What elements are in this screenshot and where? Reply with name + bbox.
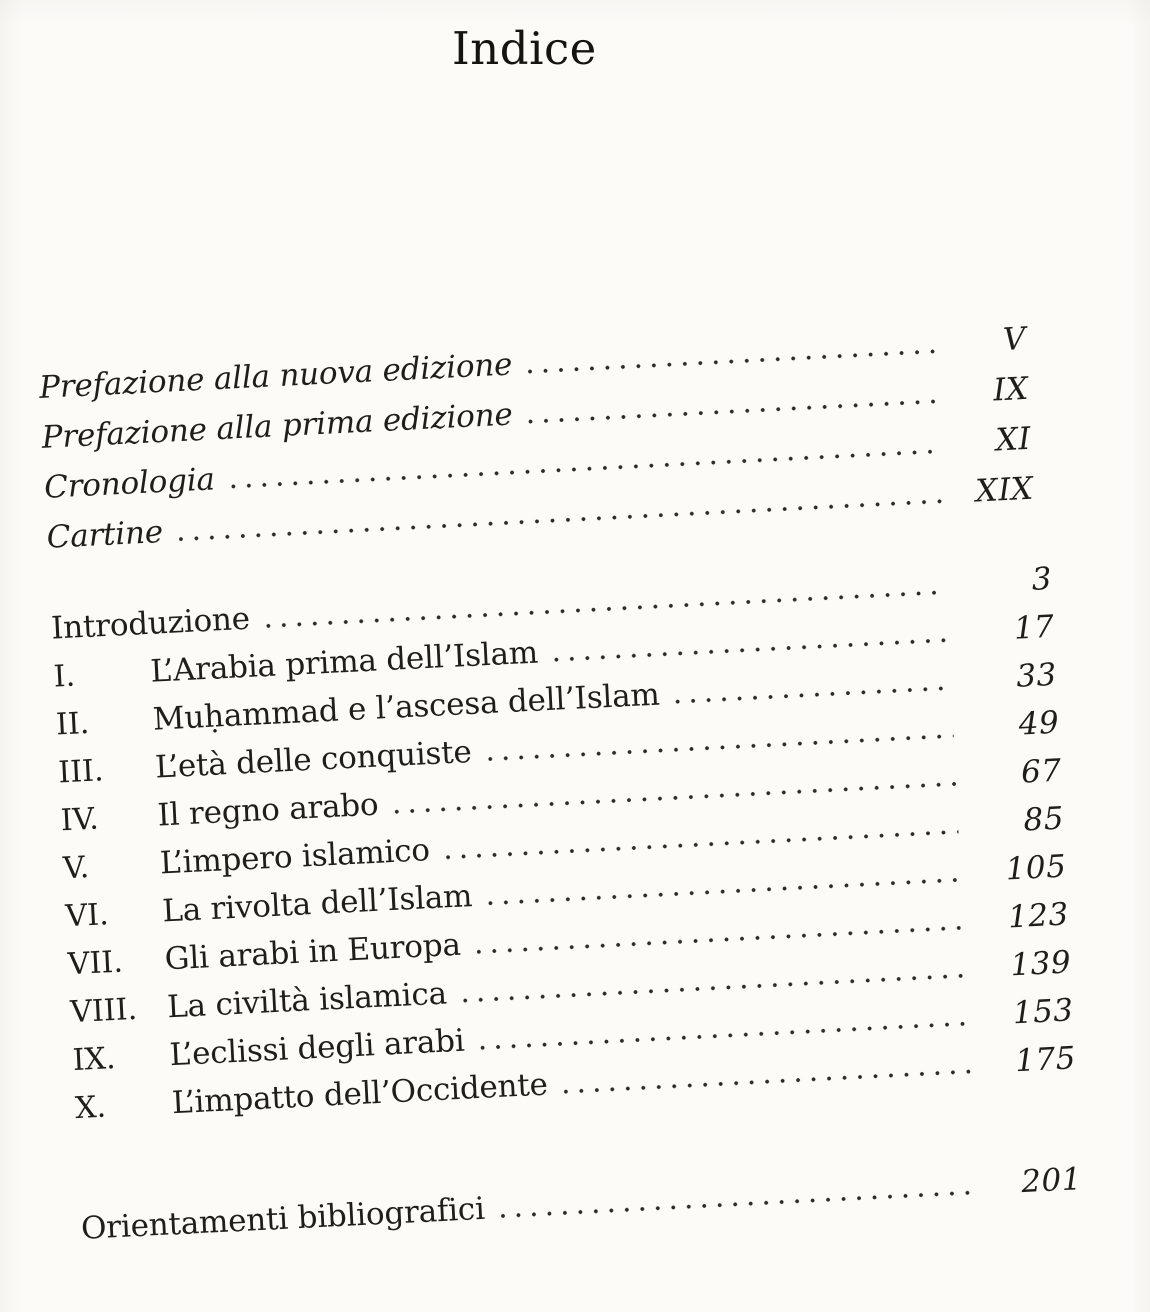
chapter-numeral: VII. bbox=[67, 944, 124, 983]
chapter-numeral: IV. bbox=[59, 801, 100, 839]
entry-page-number: 17 bbox=[1013, 608, 1056, 647]
entry-page-number: 105 bbox=[1004, 848, 1068, 888]
dot-leader bbox=[500, 1190, 977, 1219]
entry-page-number: 33 bbox=[1015, 656, 1058, 695]
chapter-numeral: X. bbox=[74, 1089, 107, 1127]
chapter-numeral: VIII. bbox=[69, 991, 138, 1031]
entry-title: Cartine bbox=[45, 514, 164, 556]
entry-page-number: 201 bbox=[1020, 1161, 1083, 1201]
chapters-section: Introduzione 3 I. L’Arabia prima dell’Islam… bbox=[50, 555, 1077, 1132]
chapter-numeral: II. bbox=[55, 705, 91, 743]
table-of-contents: Prefazione alla nuova edizione V Prefazion… bbox=[38, 313, 1083, 1254]
entry-page-number: 49 bbox=[1017, 704, 1061, 743]
page-title: Indice bbox=[452, 22, 597, 75]
dot-leader bbox=[528, 399, 938, 424]
entry-page-number: V bbox=[1002, 320, 1027, 358]
chapter-numeral: V. bbox=[62, 850, 90, 887]
entry-page-number: XIX bbox=[974, 470, 1035, 510]
entry-page-number: XI bbox=[994, 420, 1032, 459]
entry-page-number: 85 bbox=[1022, 800, 1065, 839]
entry-page-number: 139 bbox=[1009, 944, 1072, 984]
chapter-numeral: I. bbox=[52, 658, 76, 695]
entry-page-number: 153 bbox=[1011, 992, 1075, 1032]
chapter-numeral: VI. bbox=[64, 897, 110, 935]
dot-leader bbox=[675, 685, 952, 704]
entry-page-number: 123 bbox=[1007, 896, 1070, 936]
entry-title: Cronologia bbox=[43, 461, 216, 506]
chapter-numeral: III. bbox=[57, 753, 105, 791]
chapter-numeral: IX. bbox=[71, 1041, 117, 1079]
entry-page-number: 67 bbox=[1020, 752, 1063, 791]
entry-page-number: 175 bbox=[1014, 1040, 1077, 1080]
entry-page-number: 3 bbox=[1030, 560, 1053, 598]
dot-leader bbox=[528, 349, 935, 374]
entry-page-number: IX bbox=[992, 370, 1030, 409]
